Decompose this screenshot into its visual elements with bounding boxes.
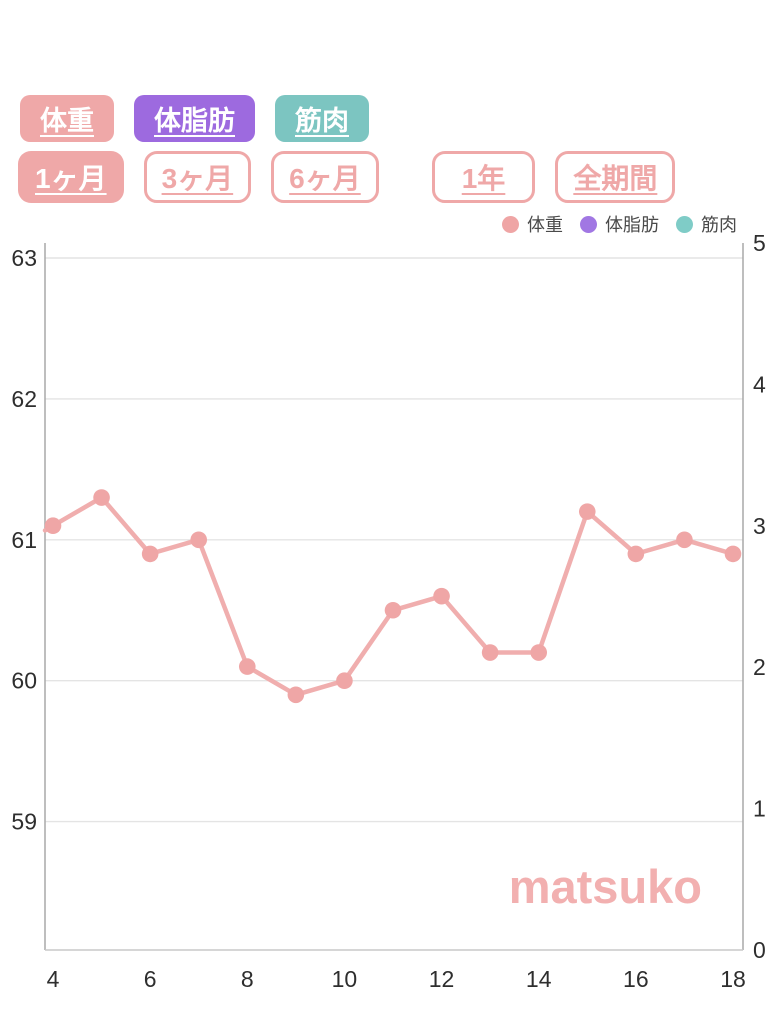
metric-button-bodyfat[interactable]: 体脂肪 (134, 95, 255, 142)
data-point-marker[interactable] (481, 644, 499, 661)
data-point-marker[interactable] (44, 517, 62, 535)
data-point-marker[interactable] (530, 644, 548, 661)
data-point-marker[interactable] (676, 531, 693, 549)
period-button-6months[interactable]: 6ヶ月 (271, 151, 379, 203)
data-point-marker[interactable] (578, 503, 596, 520)
period-button-1year[interactable]: 1年 (431, 151, 536, 203)
watermark-text: matsuko (509, 860, 702, 913)
svg-text:60: 60 (11, 668, 37, 694)
svg-text:6: 6 (144, 966, 157, 992)
data-point-marker[interactable] (433, 587, 450, 605)
data-point-marker[interactable] (190, 531, 208, 549)
svg-text:16: 16 (623, 966, 649, 992)
weight-series-markers (44, 489, 742, 704)
svg-text:3: 3 (753, 513, 766, 539)
svg-text:10: 10 (332, 966, 358, 992)
gridlines (45, 257, 743, 823)
data-point-marker[interactable] (141, 545, 159, 563)
svg-text:1: 1 (753, 796, 766, 822)
svg-text:12: 12 (429, 966, 455, 992)
metric-button-weight[interactable]: 体重 (20, 95, 114, 142)
data-point-marker[interactable] (724, 545, 742, 563)
svg-text:4: 4 (753, 371, 766, 397)
legend-label: 体脂肪 (605, 215, 659, 235)
svg-text:59: 59 (11, 809, 37, 835)
svg-text:8: 8 (241, 966, 254, 992)
svg-text:62: 62 (11, 386, 37, 412)
svg-text:4: 4 (47, 966, 60, 992)
data-point-marker[interactable] (287, 686, 305, 704)
metric-toggle-row: 体重 体脂肪 筋肉 (20, 95, 369, 142)
data-point-marker[interactable] (336, 672, 353, 689)
chart-legend: 体重 体脂肪 筋肉 (502, 211, 737, 237)
period-button-1month[interactable]: 1ヶ月 (18, 151, 124, 203)
legend-item-muscle[interactable]: 筋肉 (676, 211, 737, 237)
axis-lines (44, 243, 744, 951)
weight-series-line (42, 495, 736, 698)
svg-text:61: 61 (11, 527, 37, 553)
muscle-dot-icon (676, 215, 693, 233)
period-filter-row: 1ヶ月 3ヶ月 6ヶ月 1年 全期間 (18, 151, 676, 203)
legend-label: 筋肉 (701, 215, 737, 235)
data-point-marker[interactable] (384, 601, 402, 619)
data-point-marker[interactable] (627, 545, 645, 563)
weight-chart-area: 63 62 61 60 59 5 4 3 2 1 0 4 6 8 10 12 14 16 18 matsuko (0, 230, 774, 1024)
data-point-marker[interactable] (238, 658, 256, 675)
svg-text:5: 5 (753, 230, 766, 256)
svg-text:0: 0 (753, 937, 766, 963)
data-point-marker[interactable] (93, 489, 110, 506)
svg-text:18: 18 (720, 966, 746, 992)
period-button-3months[interactable]: 3ヶ月 (143, 151, 252, 203)
bodyfat-dot-icon (580, 215, 597, 233)
metric-button-muscle[interactable]: 筋肉 (275, 95, 369, 142)
weight-dot-icon (502, 215, 519, 233)
svg-text:2: 2 (753, 654, 766, 680)
legend-item-bodyfat[interactable]: 体脂肪 (580, 211, 659, 237)
svg-text:63: 63 (11, 245, 37, 271)
legend-item-weight[interactable]: 体重 (502, 211, 563, 237)
legend-label: 体重 (527, 215, 563, 235)
period-button-all[interactable]: 全期間 (555, 151, 676, 203)
svg-text:14: 14 (526, 966, 552, 992)
